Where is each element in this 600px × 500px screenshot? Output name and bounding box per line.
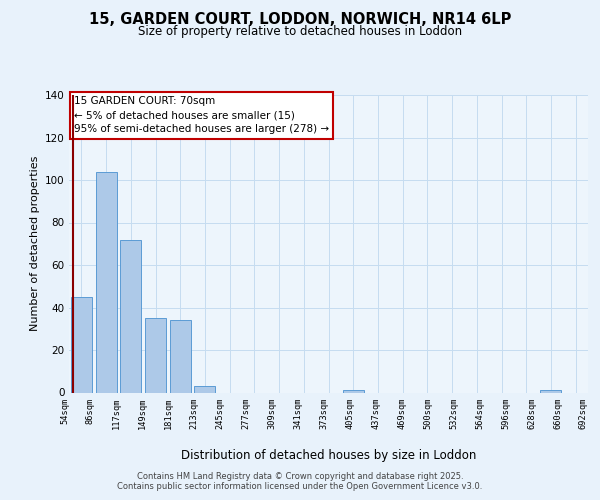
- Bar: [145, 318, 166, 392]
- Text: 660sqm: 660sqm: [553, 398, 562, 429]
- Y-axis label: Number of detached properties: Number of detached properties: [29, 156, 40, 332]
- Text: Contains HM Land Registry data © Crown copyright and database right 2025.: Contains HM Land Registry data © Crown c…: [137, 472, 463, 481]
- Bar: [170, 320, 191, 392]
- Text: Size of property relative to detached houses in Loddon: Size of property relative to detached ho…: [138, 25, 462, 38]
- Text: 117sqm: 117sqm: [112, 398, 121, 429]
- Text: 564sqm: 564sqm: [475, 398, 484, 429]
- Text: Distribution of detached houses by size in Loddon: Distribution of detached houses by size …: [181, 450, 476, 462]
- Text: 54sqm: 54sqm: [60, 398, 69, 424]
- Bar: [343, 390, 364, 392]
- Bar: [120, 240, 141, 392]
- Text: 245sqm: 245sqm: [216, 398, 224, 429]
- Bar: [71, 297, 92, 392]
- Text: 628sqm: 628sqm: [527, 398, 536, 429]
- Text: 596sqm: 596sqm: [501, 398, 510, 429]
- Text: 15 GARDEN COURT: 70sqm
← 5% of detached houses are smaller (15)
95% of semi-deta: 15 GARDEN COURT: 70sqm ← 5% of detached …: [74, 96, 329, 134]
- Text: 692sqm: 692sqm: [579, 398, 588, 429]
- Text: 405sqm: 405sqm: [346, 398, 355, 429]
- Text: 277sqm: 277sqm: [242, 398, 251, 429]
- Bar: [95, 172, 116, 392]
- Text: 213sqm: 213sqm: [190, 398, 199, 429]
- Bar: [194, 386, 215, 392]
- Bar: [541, 390, 562, 392]
- Text: 181sqm: 181sqm: [164, 398, 173, 429]
- Text: 309sqm: 309sqm: [268, 398, 277, 429]
- Text: 341sqm: 341sqm: [293, 398, 302, 429]
- Text: 373sqm: 373sqm: [320, 398, 329, 429]
- Text: 500sqm: 500sqm: [424, 398, 432, 429]
- Text: 469sqm: 469sqm: [397, 398, 406, 429]
- Text: 437sqm: 437sqm: [371, 398, 380, 429]
- Text: Contains public sector information licensed under the Open Government Licence v3: Contains public sector information licen…: [118, 482, 482, 491]
- Text: 86sqm: 86sqm: [86, 398, 95, 424]
- Text: 149sqm: 149sqm: [138, 398, 147, 429]
- Text: 15, GARDEN COURT, LODDON, NORWICH, NR14 6LP: 15, GARDEN COURT, LODDON, NORWICH, NR14 …: [89, 12, 511, 28]
- Text: 532sqm: 532sqm: [449, 398, 458, 429]
